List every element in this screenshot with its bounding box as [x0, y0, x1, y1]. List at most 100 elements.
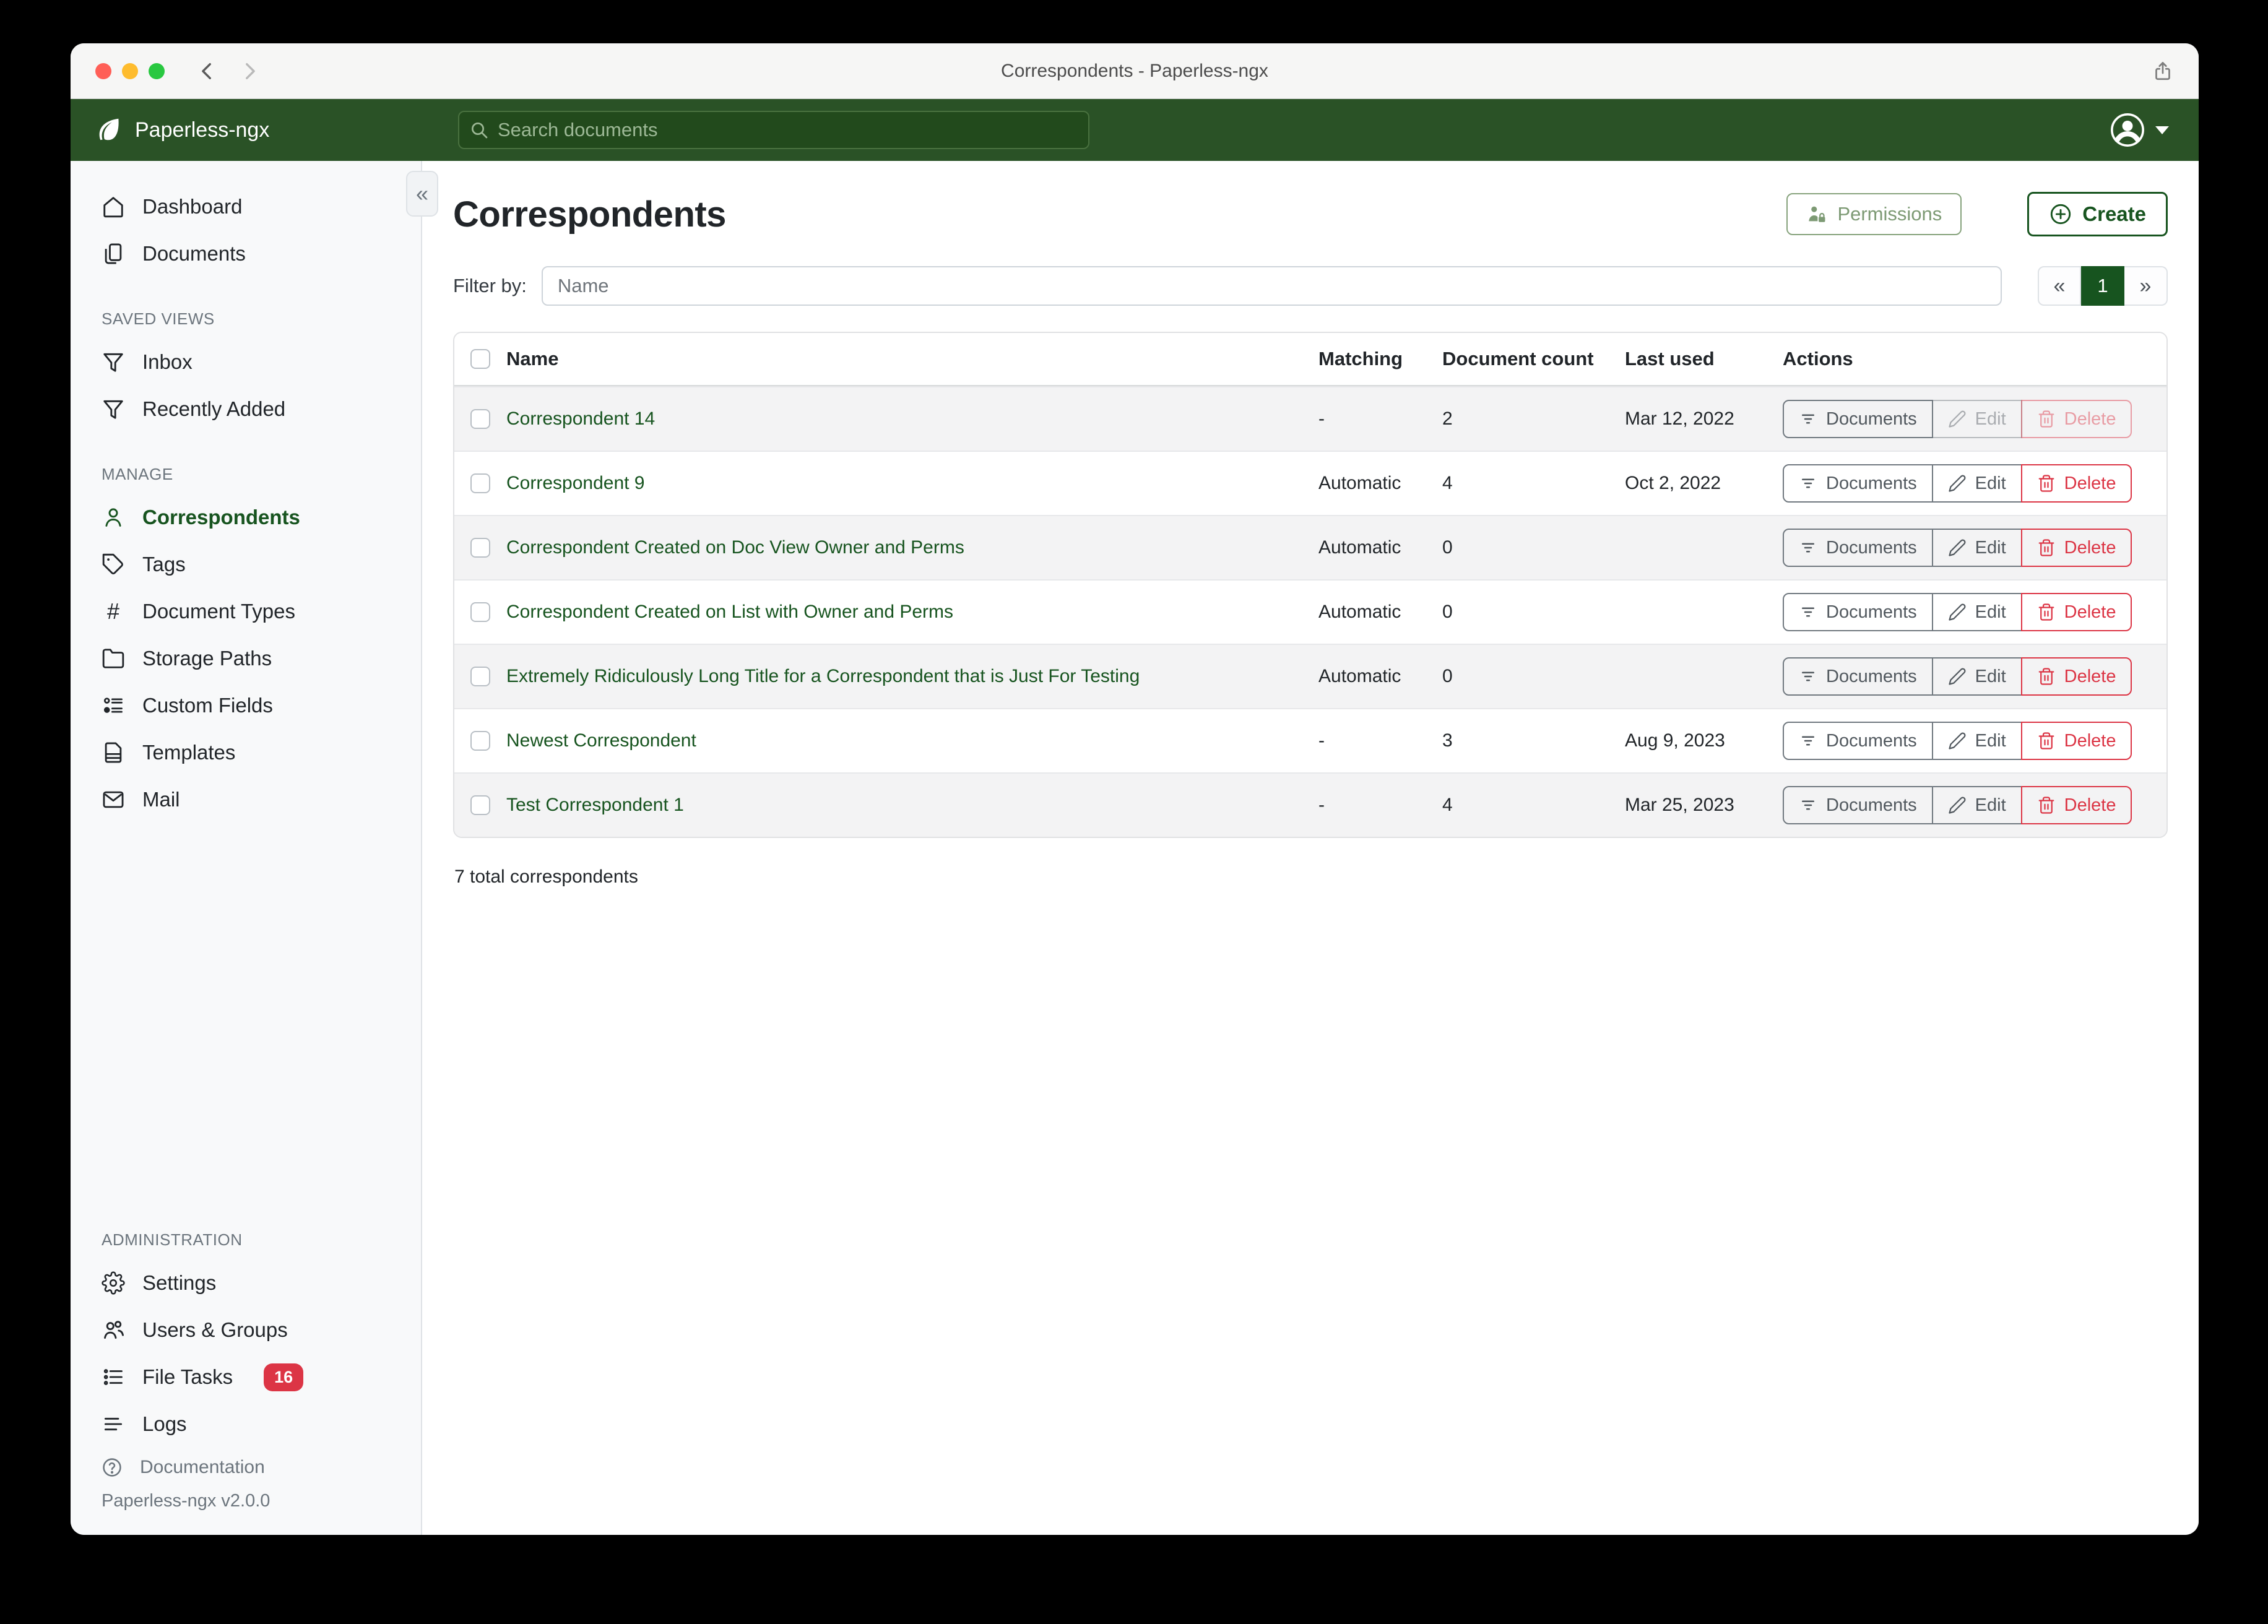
share-icon[interactable]	[2152, 60, 2174, 82]
edit-button[interactable]: Edit	[1933, 786, 2022, 824]
table-row: Correspondent 14 - 2 Mar 12, 2022 Docume…	[454, 386, 2166, 451]
header-name: Name	[506, 348, 559, 369]
sidebar-item-logs[interactable]: Logs	[71, 1401, 421, 1448]
filter-funnel-icon	[102, 350, 125, 374]
sidebar-section-manage: MANAGE	[102, 465, 173, 483]
traffic-lights	[95, 63, 165, 79]
edit-button[interactable]: Edit	[1933, 722, 2022, 760]
edit-pencil-icon	[1948, 796, 1967, 814]
filter-lines-icon	[1799, 474, 1817, 493]
documents-button[interactable]: Documents	[1783, 464, 1933, 503]
delete-button[interactable]: Delete	[2020, 786, 2132, 824]
collapse-sidebar-button[interactable]: «	[406, 171, 438, 217]
edit-button[interactable]: Edit	[1933, 593, 2022, 631]
pagination-prev-button[interactable]: «	[2038, 266, 2081, 306]
delete-button[interactable]: Delete	[2020, 529, 2132, 567]
main-content: « Correspondents Permissions Create F	[406, 161, 2199, 1535]
app-window: Correspondents - Paperless-ngx Paperless…	[71, 43, 2199, 1535]
row-actions: Documents Edit Delete	[1783, 786, 2132, 824]
pagination-next-button[interactable]: »	[2124, 266, 2168, 306]
header-matching: Matching	[1318, 348, 1403, 369]
edit-button[interactable]: Edit	[1933, 529, 2022, 567]
create-button[interactable]: Create	[2027, 192, 2168, 236]
row-checkbox[interactable]	[470, 473, 490, 493]
zoom-window-button[interactable]	[149, 63, 165, 79]
sidebar-item-users-groups[interactable]: Users & Groups	[71, 1307, 421, 1354]
sidebar-item-settings[interactable]: Settings	[71, 1259, 421, 1307]
documents-button[interactable]: Documents	[1783, 529, 1933, 567]
edit-pencil-icon	[1948, 410, 1967, 428]
header-last-used: Last used	[1625, 348, 1715, 369]
last-used-value: Mar 25, 2023	[1625, 795, 1734, 815]
sidebar-item-file-tasks[interactable]: File Tasks 16	[71, 1354, 421, 1401]
sidebar-item-custom-fields[interactable]: Custom Fields	[71, 682, 421, 729]
sidebar-item-templates[interactable]: Templates	[71, 729, 421, 776]
edit-pencil-icon	[1948, 474, 1967, 493]
delete-button[interactable]: Delete	[2020, 593, 2132, 631]
filter-name-input[interactable]	[541, 266, 2002, 306]
table-row: Correspondent Created on Doc View Owner …	[454, 515, 2166, 579]
row-checkbox[interactable]	[470, 795, 490, 815]
delete-button[interactable]: Delete	[2020, 400, 2132, 438]
documents-button[interactable]: Documents	[1783, 722, 1933, 760]
pagination: « 1 »	[2038, 266, 2168, 306]
sidebar-item-inbox[interactable]: Inbox	[71, 339, 421, 386]
row-actions: Documents Edit Delete	[1783, 722, 2132, 760]
minimize-window-button[interactable]	[122, 63, 138, 79]
documents-button[interactable]: Documents	[1783, 400, 1933, 438]
correspondent-name-link[interactable]: Correspondent 14	[506, 408, 656, 429]
close-window-button[interactable]	[95, 63, 111, 79]
user-menu[interactable]	[2110, 112, 2175, 148]
row-checkbox[interactable]	[470, 409, 490, 429]
sidebar-item-tags[interactable]: Tags	[71, 541, 421, 588]
correspondent-name-link[interactable]: Correspondent 9	[506, 473, 645, 493]
delete-button[interactable]: Delete	[2020, 722, 2132, 760]
row-actions: Documents Edit Delete	[1783, 400, 2132, 438]
sidebar-item-mail[interactable]: Mail	[71, 776, 421, 823]
sidebar-item-storage-paths[interactable]: Storage Paths	[71, 635, 421, 682]
edit-button[interactable]: Edit	[1933, 657, 2022, 696]
app-brand[interactable]: Paperless-ngx	[94, 116, 458, 144]
row-checkbox[interactable]	[470, 731, 490, 751]
row-checkbox[interactable]	[470, 602, 490, 622]
app-version: Paperless-ngx v2.0.0	[102, 1491, 271, 1511]
sidebar-item-documentation[interactable]: Documentation	[71, 1448, 421, 1487]
file-tasks-count-badge: 16	[264, 1363, 304, 1391]
app-brand-name: Paperless-ngx	[135, 118, 270, 142]
permissions-button[interactable]: Permissions	[1786, 193, 1962, 235]
correspondent-name-link[interactable]: Extremely Ridiculously Long Title for a …	[506, 666, 1140, 686]
search-input[interactable]	[458, 111, 1089, 149]
sidebar-item-recently-added[interactable]: Recently Added	[71, 386, 421, 433]
documents-button[interactable]: Documents	[1783, 657, 1933, 696]
table-header-row: Name Matching Document count Last used A…	[454, 333, 2166, 386]
back-button[interactable]	[197, 61, 218, 82]
edit-button[interactable]: Edit	[1933, 464, 2022, 503]
delete-trash-icon	[2037, 538, 2056, 557]
pagination-page-1[interactable]: 1	[2081, 266, 2124, 306]
sidebar-item-correspondents[interactable]: Correspondents	[71, 494, 421, 541]
sidebar-item-documents[interactable]: Documents	[71, 230, 421, 277]
forward-button[interactable]	[239, 61, 260, 82]
sidebar-item-document-types[interactable]: # Document Types	[71, 588, 421, 635]
documents-button[interactable]: Documents	[1783, 786, 1933, 824]
select-all-checkbox[interactable]	[470, 349, 490, 369]
row-checkbox[interactable]	[470, 667, 490, 686]
paperless-leaf-logo-icon	[94, 116, 123, 144]
documents-button[interactable]: Documents	[1783, 593, 1933, 631]
delete-button[interactable]: Delete	[2020, 657, 2132, 696]
correspondent-name-link[interactable]: Correspondent Created on List with Owner…	[506, 602, 954, 622]
edit-button[interactable]: Edit	[1933, 400, 2022, 438]
filter-lines-icon	[1799, 410, 1817, 428]
correspondent-name-link[interactable]: Correspondent Created on Doc View Owner …	[506, 537, 964, 558]
table-row: Newest Correspondent - 3 Aug 9, 2023 Doc…	[454, 708, 2166, 772]
hash-icon: #	[106, 598, 120, 624]
table-row: Correspondent Created on List with Owner…	[454, 579, 2166, 644]
delete-button[interactable]: Delete	[2020, 464, 2132, 503]
document-count-value: 4	[1442, 795, 1453, 815]
mail-envelope-icon	[102, 788, 125, 811]
correspondent-name-link[interactable]: Newest Correspondent	[506, 730, 696, 751]
row-checkbox[interactable]	[470, 538, 490, 558]
correspondent-name-link[interactable]: Test Correspondent 1	[506, 795, 684, 815]
sidebar-item-dashboard[interactable]: Dashboard	[71, 183, 421, 230]
